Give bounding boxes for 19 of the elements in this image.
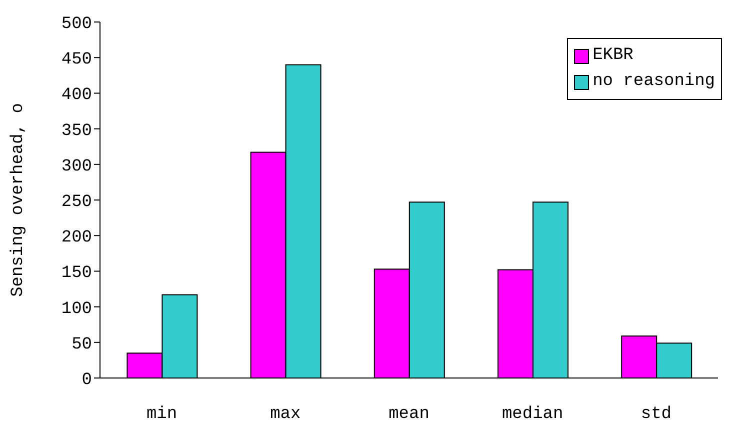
- legend-label: no reasoning: [592, 71, 715, 93]
- y-tick-label: 100: [61, 300, 92, 319]
- y-tick-label: 150: [61, 264, 92, 284]
- y-tick-label: 400: [61, 86, 92, 106]
- x-tick-label: std: [640, 405, 672, 424]
- y-tick-label: 200: [61, 228, 92, 248]
- x-tick-label: max: [270, 405, 301, 424]
- y-tick-label: 450: [61, 50, 92, 70]
- x-tick-label: median: [502, 405, 564, 424]
- y-tick-label: 0: [82, 371, 92, 390]
- y-tick-label: 300: [61, 157, 92, 176]
- y-tick-label: 250: [61, 193, 92, 212]
- y-tick-label: 500: [61, 15, 92, 34]
- legend-label: EKBR: [592, 45, 634, 67]
- x-tick-label: min: [146, 405, 178, 424]
- x-tick-label: mean: [388, 405, 430, 424]
- y-tick-label: 350: [61, 122, 92, 141]
- y-tick-label: 50: [72, 335, 92, 354]
- y-axis-title: Sensing overhead, o: [9, 103, 28, 297]
